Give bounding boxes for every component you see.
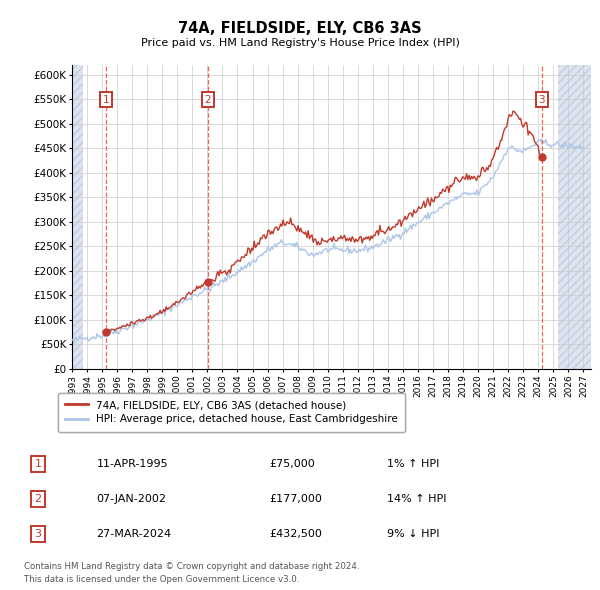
Text: This data is licensed under the Open Government Licence v3.0.: This data is licensed under the Open Gov… <box>24 575 299 584</box>
Text: £432,500: £432,500 <box>269 529 322 539</box>
Text: 3: 3 <box>539 95 545 105</box>
Bar <box>72 65 83 369</box>
Text: 2: 2 <box>34 494 41 504</box>
Bar <box>72 65 83 369</box>
Text: 9% ↓ HPI: 9% ↓ HPI <box>387 529 439 539</box>
Bar <box>558 65 591 369</box>
Text: £177,000: £177,000 <box>269 494 322 504</box>
Text: 1% ↑ HPI: 1% ↑ HPI <box>387 460 439 469</box>
Text: 2: 2 <box>205 95 211 105</box>
Legend: 74A, FIELDSIDE, ELY, CB6 3AS (detached house), HPI: Average price, detached hous: 74A, FIELDSIDE, ELY, CB6 3AS (detached h… <box>58 393 406 432</box>
Text: 27-MAR-2024: 27-MAR-2024 <box>97 529 172 539</box>
Text: 3: 3 <box>34 529 41 539</box>
Text: 74A, FIELDSIDE, ELY, CB6 3AS: 74A, FIELDSIDE, ELY, CB6 3AS <box>178 21 422 35</box>
Bar <box>558 65 591 369</box>
Text: Contains HM Land Registry data © Crown copyright and database right 2024.: Contains HM Land Registry data © Crown c… <box>24 562 359 571</box>
Text: £75,000: £75,000 <box>269 460 315 469</box>
Text: 11-APR-1995: 11-APR-1995 <box>97 460 168 469</box>
Text: 1: 1 <box>34 460 41 469</box>
Text: 07-JAN-2002: 07-JAN-2002 <box>97 494 167 504</box>
Text: Price paid vs. HM Land Registry's House Price Index (HPI): Price paid vs. HM Land Registry's House … <box>140 38 460 48</box>
Text: 1: 1 <box>103 95 110 105</box>
Text: 14% ↑ HPI: 14% ↑ HPI <box>387 494 446 504</box>
